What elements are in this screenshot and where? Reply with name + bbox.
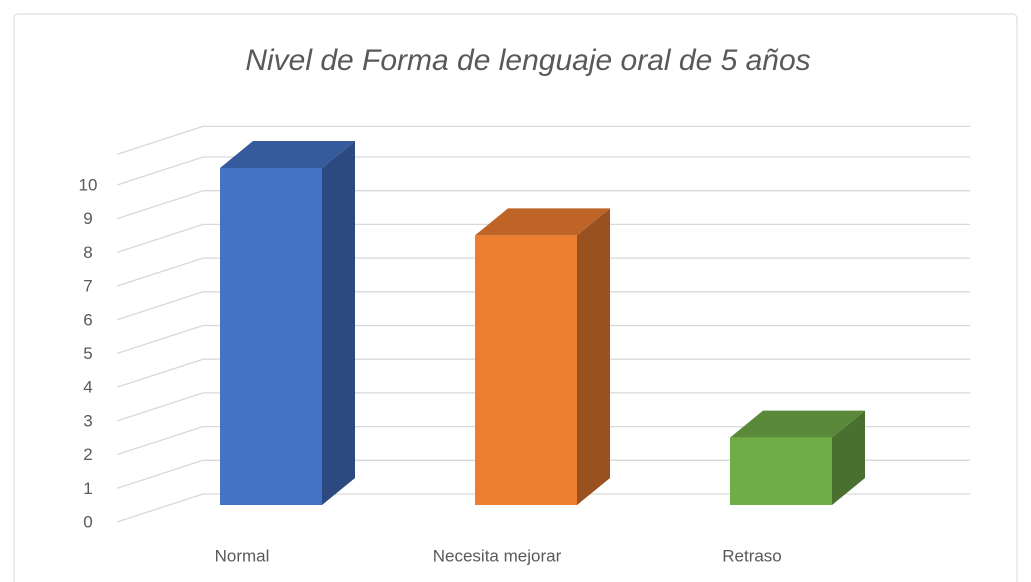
x-tick-label: Retraso xyxy=(722,546,782,565)
y-tick-label: 9 xyxy=(83,209,92,228)
bar xyxy=(220,168,322,505)
grid-line xyxy=(116,156,204,186)
y-tick-label: 7 xyxy=(83,277,92,296)
grid-line xyxy=(116,324,204,355)
grid-line xyxy=(116,493,204,523)
bar-top xyxy=(475,208,610,236)
bar xyxy=(475,235,577,505)
y-tick-label: 5 xyxy=(83,344,92,363)
grid-line xyxy=(116,223,204,254)
bar-top xyxy=(220,141,355,168)
bar-side xyxy=(322,141,355,505)
grid-line xyxy=(116,392,204,422)
y-tick-label: 0 xyxy=(83,512,92,531)
y-tick-label: 10 xyxy=(79,175,98,194)
wall-top xyxy=(116,125,204,155)
grid-line xyxy=(116,257,204,287)
y-tick-label: 8 xyxy=(83,243,92,262)
chart-title: Nivel de Forma de lenguaje oral de 5 año… xyxy=(245,44,810,77)
x-tick-label: Normal xyxy=(215,546,270,565)
y-tick-label: 4 xyxy=(83,378,92,397)
bar-top xyxy=(730,410,865,438)
grid-line xyxy=(116,190,204,220)
bar-side xyxy=(577,208,610,505)
y-tick-label: 1 xyxy=(83,479,92,498)
bar xyxy=(730,437,832,505)
y-tick-label: 2 xyxy=(83,445,92,464)
y-tick-label: 6 xyxy=(83,310,92,329)
x-tick-label: Necesita mejorar xyxy=(433,546,562,565)
bar-side xyxy=(832,410,865,505)
grid-line xyxy=(116,358,204,388)
y-tick-label: 3 xyxy=(83,411,92,430)
grid-line xyxy=(116,425,204,456)
grid-line xyxy=(116,291,204,321)
grid-line xyxy=(116,459,204,489)
